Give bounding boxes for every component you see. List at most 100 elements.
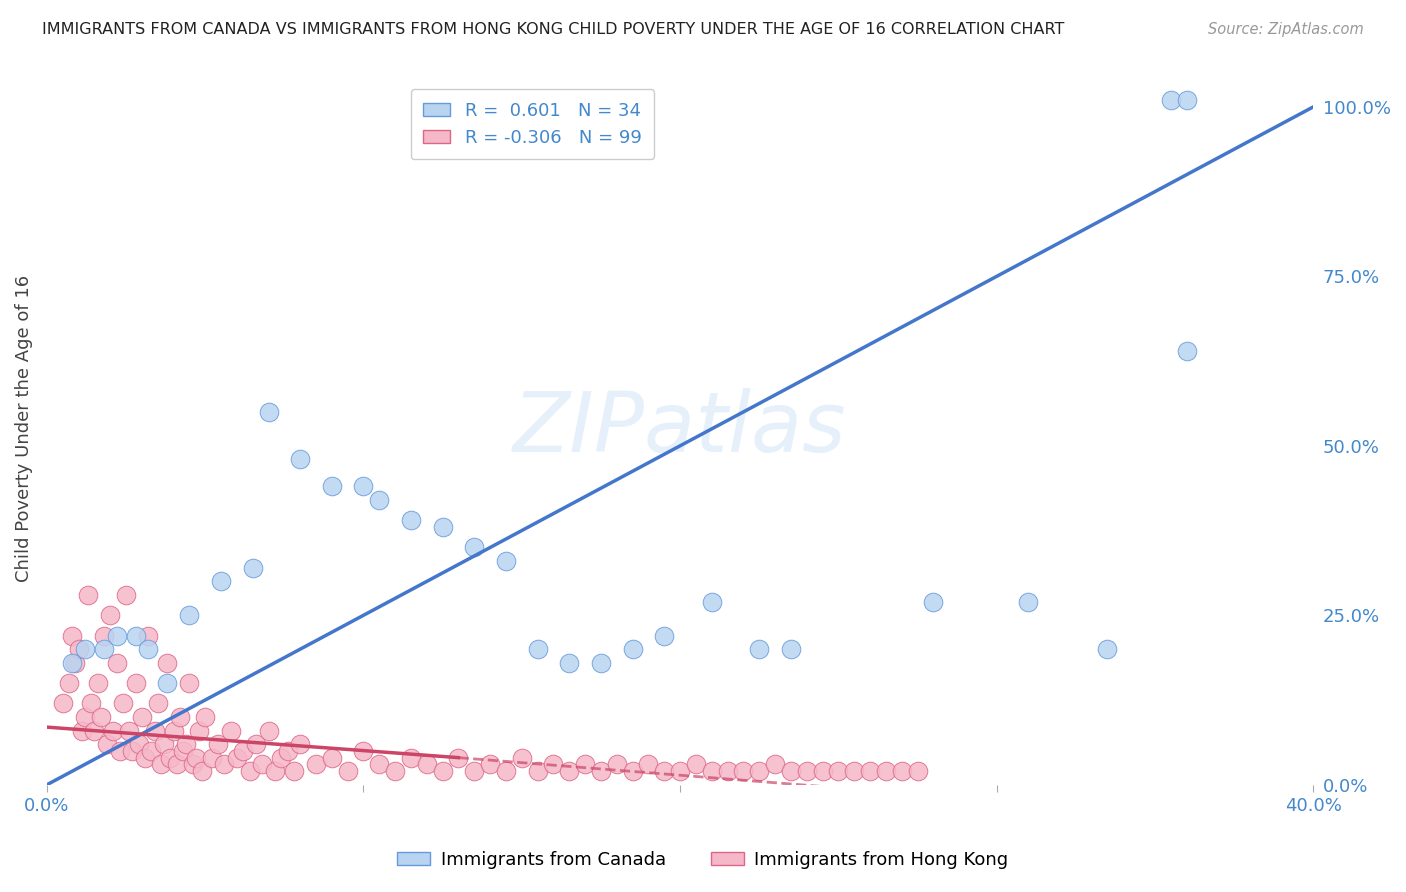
- Point: [83, 723, 105, 738]
- Point: [187, 723, 209, 738]
- Point: [73, 642, 96, 657]
- Point: [70, 723, 93, 738]
- Point: [1175, 93, 1198, 107]
- Point: [225, 750, 247, 764]
- Point: [232, 744, 254, 758]
- Point: [156, 656, 179, 670]
- Point: [257, 723, 280, 738]
- Point: [543, 757, 565, 772]
- Point: [263, 764, 285, 779]
- Point: [276, 744, 298, 758]
- Point: [172, 744, 194, 758]
- Point: [399, 513, 422, 527]
- Point: [780, 642, 803, 657]
- Point: [416, 757, 439, 772]
- Point: [432, 764, 454, 779]
- Point: [207, 737, 229, 751]
- Point: [65, 656, 87, 670]
- Point: [621, 642, 644, 657]
- Point: [58, 676, 80, 690]
- Point: [141, 744, 163, 758]
- Point: [447, 750, 470, 764]
- Point: [336, 764, 359, 779]
- Point: [827, 764, 849, 779]
- Point: [558, 764, 581, 779]
- Point: [174, 737, 197, 751]
- Point: [143, 723, 166, 738]
- Point: [321, 750, 343, 764]
- Point: [716, 764, 738, 779]
- Point: [283, 764, 305, 779]
- Point: [859, 764, 882, 779]
- Point: [162, 723, 184, 738]
- Legend: R =  0.601   N = 34, R = -0.306   N = 99: R = 0.601 N = 34, R = -0.306 N = 99: [411, 89, 654, 160]
- Point: [257, 405, 280, 419]
- Point: [700, 764, 723, 779]
- Point: [105, 656, 128, 670]
- Point: [73, 710, 96, 724]
- Point: [212, 757, 235, 772]
- Point: [796, 764, 818, 779]
- Point: [526, 642, 548, 657]
- Point: [780, 764, 803, 779]
- Point: [589, 764, 612, 779]
- Point: [136, 642, 159, 657]
- Point: [669, 764, 692, 779]
- Point: [60, 629, 83, 643]
- Point: [108, 744, 131, 758]
- Point: [495, 554, 517, 568]
- Point: [353, 479, 375, 493]
- Point: [159, 750, 181, 764]
- Point: [288, 452, 311, 467]
- Point: [250, 757, 273, 772]
- Point: [368, 493, 391, 508]
- Point: [146, 697, 169, 711]
- Point: [134, 750, 156, 764]
- Point: [93, 642, 115, 657]
- Point: [526, 764, 548, 779]
- Point: [219, 723, 242, 738]
- Point: [463, 541, 485, 555]
- Point: [1175, 343, 1198, 358]
- Point: [574, 757, 596, 772]
- Point: [115, 588, 138, 602]
- Point: [384, 764, 406, 779]
- Point: [179, 676, 201, 690]
- Y-axis label: Child Poverty Under the Age of 16: Child Poverty Under the Age of 16: [15, 276, 32, 582]
- Point: [77, 588, 100, 602]
- Point: [1160, 93, 1182, 107]
- Point: [589, 656, 612, 670]
- Point: [495, 764, 517, 779]
- Point: [67, 642, 90, 657]
- Point: [60, 656, 83, 670]
- Point: [238, 764, 260, 779]
- Point: [305, 757, 328, 772]
- Point: [105, 629, 128, 643]
- Point: [748, 764, 770, 779]
- Point: [179, 608, 201, 623]
- Point: [200, 750, 222, 764]
- Point: [103, 723, 125, 738]
- Point: [652, 629, 675, 643]
- Point: [121, 744, 143, 758]
- Point: [131, 710, 153, 724]
- Point: [288, 737, 311, 751]
- Point: [907, 764, 929, 779]
- Point: [463, 764, 485, 779]
- Point: [156, 676, 179, 690]
- Point: [890, 764, 912, 779]
- Point: [90, 710, 112, 724]
- Point: [399, 750, 422, 764]
- Point: [242, 561, 264, 575]
- Point: [111, 697, 134, 711]
- Point: [1017, 595, 1039, 609]
- Point: [93, 629, 115, 643]
- Point: [52, 697, 75, 711]
- Point: [652, 764, 675, 779]
- Point: [432, 520, 454, 534]
- Point: [118, 723, 141, 738]
- Point: [763, 757, 786, 772]
- Point: [149, 757, 172, 772]
- Point: [733, 764, 755, 779]
- Point: [124, 629, 146, 643]
